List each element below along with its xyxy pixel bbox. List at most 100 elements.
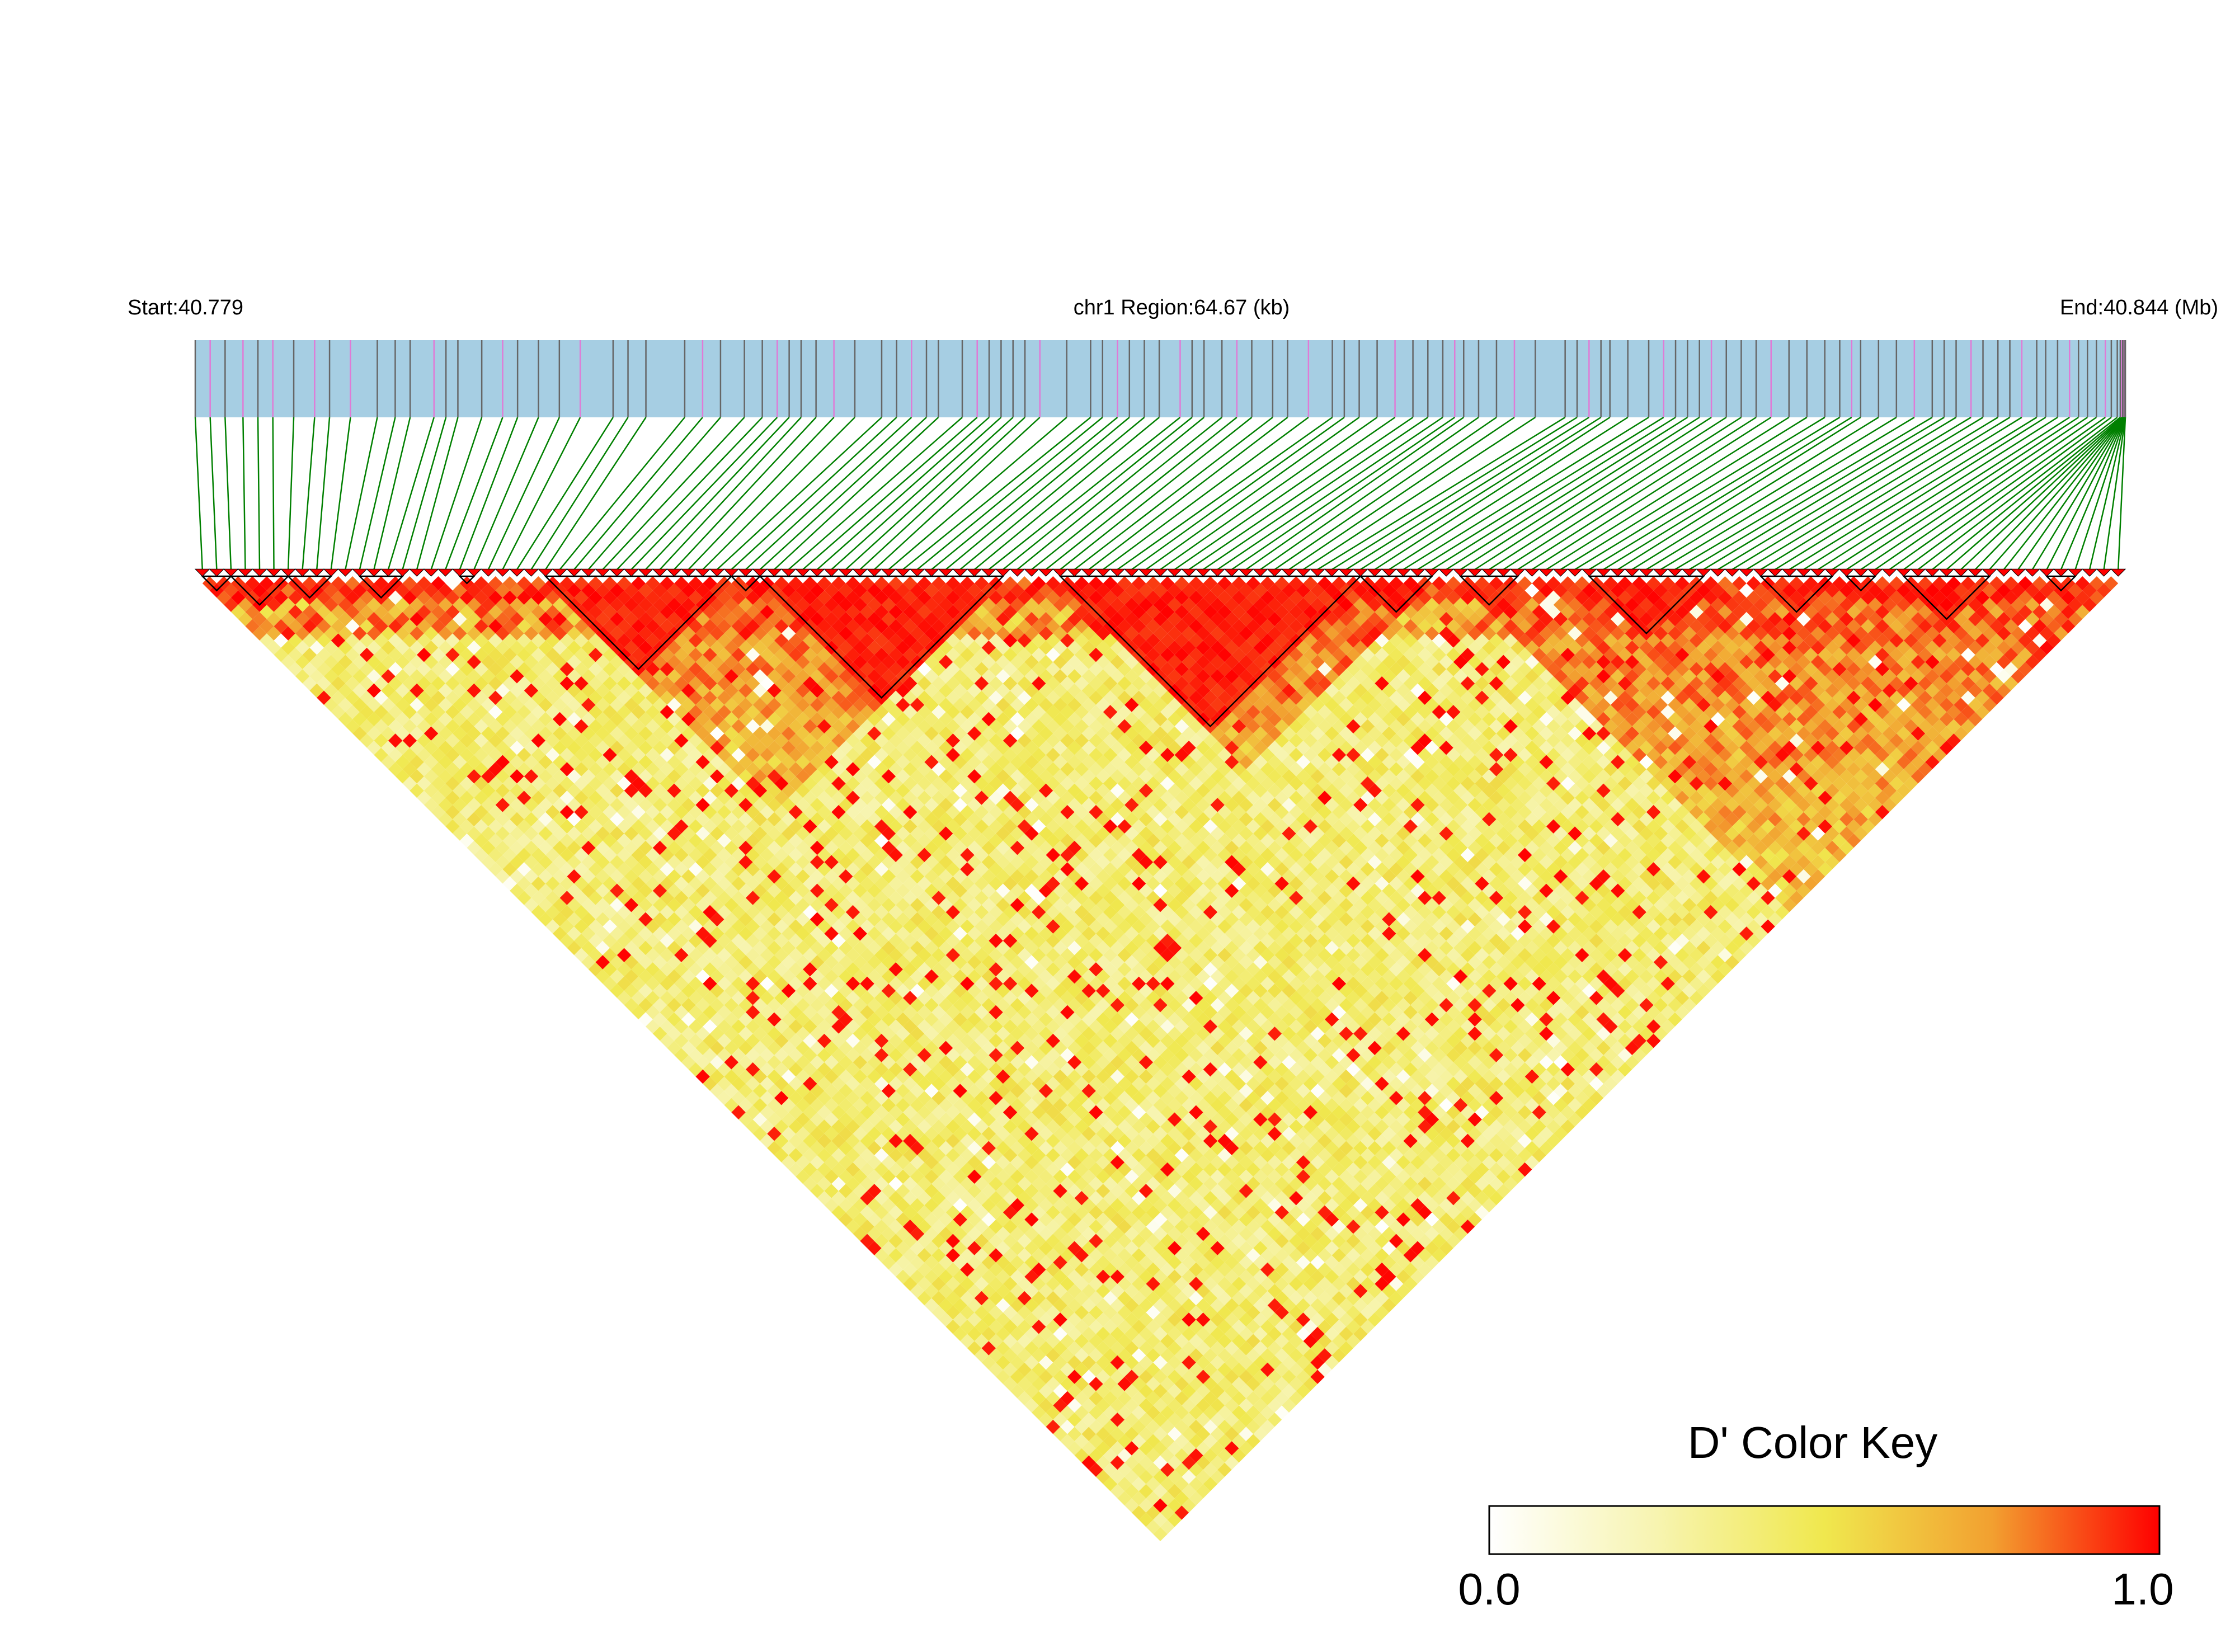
ld-cell	[474, 719, 488, 734]
ld-cell	[402, 719, 417, 734]
ld-cell	[1096, 1427, 1111, 1442]
ld-cell	[717, 962, 732, 977]
snp-connector-line	[1832, 416, 2070, 571]
ld-cell	[388, 705, 403, 719]
ld-cell	[660, 976, 675, 991]
ld-cell	[989, 1319, 1003, 1334]
ld-cell	[881, 1126, 896, 1141]
ld-cell	[588, 834, 603, 848]
ld-cell	[774, 1033, 789, 1048]
ld-cell	[974, 1262, 989, 1277]
ld-cell	[624, 969, 639, 984]
ld-cell	[817, 1133, 832, 1149]
ld-cell	[417, 762, 431, 776]
ld-cell	[552, 855, 567, 869]
ld-cell	[910, 1269, 925, 1284]
ld-cell	[1160, 1462, 1175, 1477]
ld-cell	[839, 1098, 853, 1113]
ld-cell	[331, 676, 346, 691]
ld-cell	[374, 747, 388, 763]
ld-cell	[1110, 1398, 1125, 1413]
snp-connector-line	[659, 417, 802, 570]
snp-connector-line	[1846, 416, 2079, 571]
ld-cell	[531, 848, 546, 863]
ld-cell	[845, 1091, 860, 1105]
ld-cell	[938, 1184, 953, 1198]
ld-cell	[917, 1291, 932, 1306]
ld-cell	[1096, 1398, 1111, 1413]
ld-cell	[459, 705, 474, 719]
ld-cell	[1010, 1298, 1025, 1313]
ld-cell	[1174, 1477, 1189, 1491]
ld-cell	[888, 1148, 903, 1162]
ld-cell	[967, 1298, 982, 1313]
ld-cell	[281, 611, 295, 627]
ld-cell	[559, 933, 575, 948]
snp-connector-line	[859, 417, 1025, 570]
snp-connector-line	[888, 417, 1067, 570]
ld-cell	[1131, 1391, 1146, 1406]
snp-connector-line	[1517, 416, 1757, 571]
ld-cell	[1003, 1262, 1018, 1277]
ld-cell	[1124, 1455, 1139, 1470]
ld-cell	[888, 1234, 903, 1249]
ld-cell	[595, 855, 610, 869]
ld-cell	[545, 876, 560, 891]
snp-connector-line	[1817, 416, 2058, 571]
ld-cell	[1146, 1391, 1160, 1406]
ld-cell	[324, 626, 338, 641]
ld-cell	[688, 991, 703, 1005]
ld-cell	[652, 955, 667, 969]
snp-connector-line	[445, 417, 504, 570]
ld-cell	[1153, 1512, 1168, 1527]
snp-connector-line	[2046, 417, 2126, 570]
ld-cell	[945, 1277, 961, 1291]
ld-cell	[845, 1148, 860, 1162]
ld-cell	[331, 590, 346, 605]
ld-cell	[552, 826, 567, 841]
ld-cell	[1153, 1484, 1168, 1499]
ld-cell	[395, 769, 410, 784]
ld-cell	[1167, 1413, 1182, 1427]
ld-cell	[288, 662, 303, 676]
ld-cell	[1032, 1319, 1046, 1334]
ld-cell	[1096, 1341, 1111, 1356]
ld-cell	[1067, 1312, 1082, 1327]
ld-cell	[552, 812, 567, 827]
ld-cell	[717, 976, 732, 991]
snp-connector-line	[1674, 416, 1933, 571]
ld-cell	[488, 862, 503, 877]
ld-cell	[796, 1155, 810, 1170]
ld-cell	[1189, 1491, 1203, 1506]
ld-cell	[881, 1241, 896, 1255]
ld-cell	[1038, 1326, 1053, 1342]
ld-cell	[839, 1169, 853, 1184]
ld-cell	[903, 1220, 917, 1234]
ld-cell	[910, 1241, 925, 1255]
ld-cell	[224, 597, 238, 612]
snp-connector-line	[702, 417, 855, 570]
ld-cell	[931, 1205, 946, 1220]
snp-connector-line	[272, 417, 275, 570]
ld-cell	[402, 762, 417, 776]
ld-cell	[531, 862, 546, 877]
ld-cell	[610, 969, 624, 984]
ld-cell	[989, 1234, 1003, 1249]
ld-cell	[717, 1033, 732, 1048]
ld-cell	[717, 1019, 732, 1034]
ld-cell	[517, 834, 531, 848]
ld-cell	[624, 997, 639, 1013]
ld-cell	[453, 812, 467, 827]
ld-cell	[917, 1234, 932, 1249]
ld-cell	[617, 876, 632, 891]
ld-cell	[881, 1155, 896, 1170]
ld-cell	[1131, 1448, 1146, 1463]
ld-cell	[481, 840, 496, 855]
ld-cell	[1053, 1427, 1067, 1442]
ld-cell	[931, 1277, 946, 1291]
ld-cell	[588, 919, 603, 934]
ld-cell	[388, 662, 403, 676]
snp-connector-line	[831, 417, 1002, 570]
ld-cell	[646, 976, 660, 991]
ld-cell	[567, 840, 581, 855]
